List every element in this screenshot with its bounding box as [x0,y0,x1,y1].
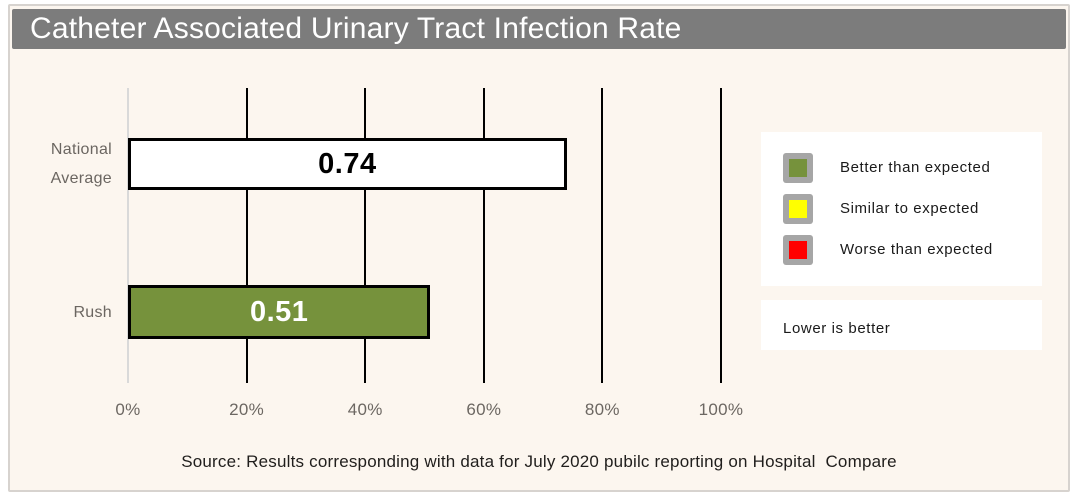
x-tick-label-100%: 100% [698,400,744,419]
bar-rush: 0.51 [128,285,431,339]
gridline-40% [364,88,367,383]
note-box: Lower is better [761,300,1042,350]
category-label-rush: Rush [73,303,112,321]
source-text: Source: Results corresponding with data … [181,452,897,471]
x-tick-label-40%: 40% [347,400,383,419]
bar-value-label: 0.74 [318,147,377,180]
gridline-100% [720,88,722,383]
x-tick-label-20%: 20% [229,400,265,419]
legend-swatch-color [789,158,807,177]
bar-value-label: 0.51 [249,295,309,328]
gridline-0% [127,88,129,383]
legend-swatch-color [789,240,807,259]
legend-swatch-icon [783,193,813,224]
gridline-60% [482,88,485,383]
x-tick-label-0%: 0% [115,400,141,419]
gridline-20% [245,88,248,383]
plot-area: 0.74 0.51 [127,88,722,383]
category-label-national-average: National Average [50,141,112,187]
x-axis-tick-labels: 0% 20% 40% 60% 80% 100% [115,398,743,422]
legend-label: Better than expected [840,159,991,176]
legend-label: Worse than expected [840,241,993,258]
legend-swatch-icon [783,234,813,265]
note-text: Lower is better [783,319,891,337]
legend-swatch-icon [783,152,813,183]
bar-national-average: 0.74 [128,138,567,190]
legend-swatch-color [789,199,807,218]
legend-items: Better than expected Similar to expected W… [783,147,1042,270]
legend-item-worse-than-expected: Worse than expected [783,229,1042,270]
legend-item-similar-to-expected: Similar to expected [783,188,1042,229]
x-tick-label-80%: 80% [584,400,620,419]
gridline-80% [601,88,604,383]
legend-label: Similar to expected [840,200,979,217]
chart-card: Catheter Associated Urinary Tract Infect… [8,4,1070,492]
legend: Better than expected Similar to expected W… [761,132,1042,286]
chart-title: Catheter Associated Urinary Tract Infect… [12,9,1066,49]
legend-item-better-than-expected: Better than expected [783,147,1042,188]
x-tick-label-60%: 60% [466,400,502,419]
